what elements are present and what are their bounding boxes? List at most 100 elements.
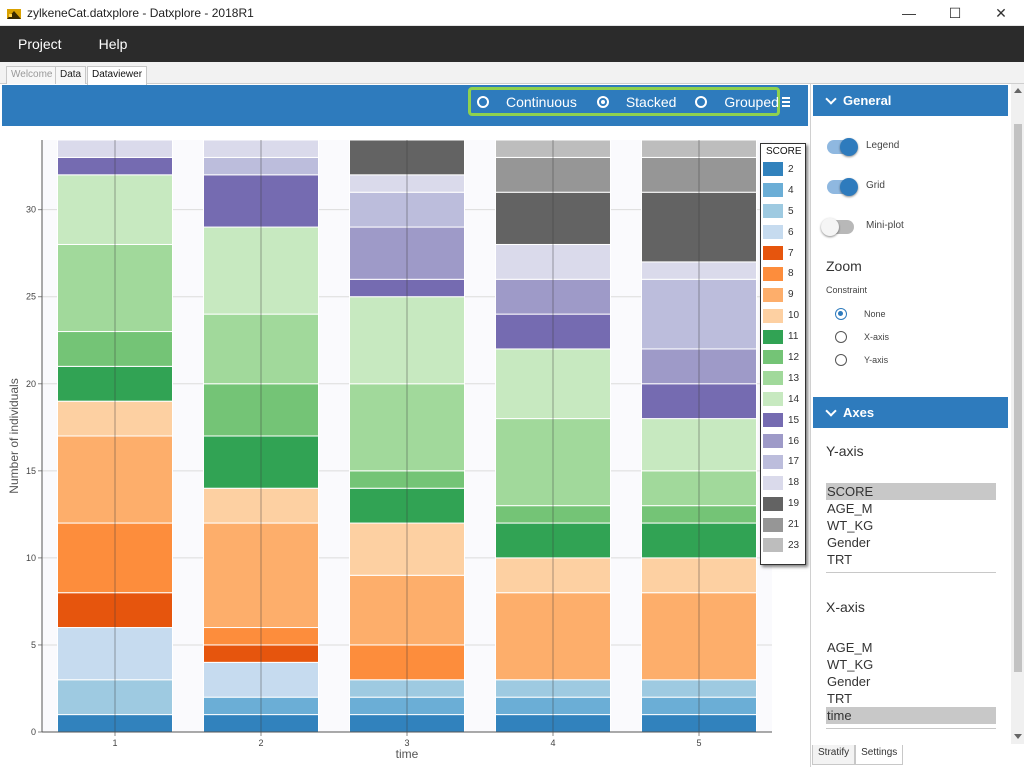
x-axis-option[interactable]: AGE_M <box>827 640 873 655</box>
section-general-header[interactable]: General <box>813 85 1008 116</box>
x-axis-option[interactable]: Gender <box>827 674 871 689</box>
y-axis-option[interactable]: WT_KG <box>827 518 874 533</box>
radio-icon <box>477 95 489 108</box>
legend-label: 11 <box>788 331 799 343</box>
legend-item[interactable]: 6 <box>763 222 805 243</box>
legend-item[interactable]: 16 <box>763 431 805 452</box>
legend-item[interactable]: 4 <box>763 180 805 201</box>
legend-item[interactable]: 10 <box>763 305 805 326</box>
bar-segment <box>495 156 611 193</box>
y-axis-option[interactable]: SCORE <box>826 483 996 500</box>
chart-area: 0 5 10 15 20 25 30 1 2 3 4 5 time Number of individua… <box>2 126 808 762</box>
plot-mode-selector: Continuous Stacked Grouped <box>468 87 780 116</box>
legend-item[interactable]: 15 <box>763 410 805 431</box>
tab-data[interactable]: Data <box>55 66 87 84</box>
hamburger-menu-icon[interactable] <box>782 97 790 107</box>
y-axis-option[interactable]: TRT <box>827 552 853 567</box>
bar-segment <box>57 139 173 158</box>
x-axis-option[interactable]: WT_KG <box>827 657 874 672</box>
legend-item[interactable]: 11 <box>763 326 805 347</box>
constraint-y-radio[interactable] <box>835 354 847 366</box>
close-button[interactable]: ✕ <box>995 4 1007 21</box>
tab-dataviewer[interactable]: Dataviewer <box>87 66 148 85</box>
constraint-none-radio[interactable] <box>835 308 847 320</box>
constraint-none-label: None <box>864 309 886 319</box>
legend-item[interactable]: 14 <box>763 389 805 410</box>
legend-item[interactable]: 12 <box>763 347 805 368</box>
legend-item[interactable]: 17 <box>763 451 805 472</box>
legend-swatch <box>763 538 783 553</box>
menu-project[interactable]: Project <box>18 36 62 52</box>
y-axis-option[interactable]: Gender <box>827 535 871 550</box>
legend-item[interactable]: 19 <box>763 493 805 514</box>
radio-selected-icon <box>596 95 609 108</box>
legend-swatch <box>763 350 783 365</box>
bar-segment <box>203 661 319 698</box>
maximize-button[interactable]: ☐ <box>948 4 962 21</box>
window-controls: — ☐ ✕ <box>886 0 1024 26</box>
bar-segment <box>349 574 465 646</box>
y-tick-label: 10 <box>26 553 36 563</box>
tab-settings[interactable]: Settings <box>855 745 904 765</box>
legend-item[interactable]: 23 <box>763 535 805 556</box>
bar-segment <box>349 644 465 681</box>
tab-stratify[interactable]: Stratify <box>812 745 856 765</box>
bar-segment <box>203 313 319 385</box>
legend-swatch <box>763 517 783 532</box>
legend-swatch <box>763 496 783 511</box>
scroll-up-icon[interactable] <box>1014 88 1022 93</box>
chart-legend: SCORE 2 4 5 6 7 8 9 10 11 12 13 14 15 16 17 18 19 21 23 <box>760 143 806 565</box>
bar-segment <box>349 226 465 280</box>
grid-toggle[interactable] <box>827 178 858 196</box>
legend-label: 5 <box>788 205 794 217</box>
tab-welcome[interactable]: Welcome <box>6 66 58 84</box>
x-axis-option[interactable]: time <box>826 707 996 724</box>
bar-segment <box>203 435 319 489</box>
legend-label: 21 <box>788 519 800 531</box>
mode-grouped[interactable]: Grouped <box>695 90 779 113</box>
bar-segment <box>203 139 319 158</box>
scroll-down-icon[interactable] <box>1014 734 1022 739</box>
legend-item[interactable]: 8 <box>763 263 805 284</box>
legend-label: 15 <box>788 414 800 426</box>
legend-swatch <box>763 162 783 177</box>
section-axes-header[interactable]: Axes <box>813 397 1008 428</box>
legend-swatch <box>763 454 783 469</box>
legend-swatch <box>763 287 783 302</box>
legend-item[interactable]: 7 <box>763 243 805 264</box>
bar-segment <box>495 243 611 280</box>
menu-help[interactable]: Help <box>98 36 128 52</box>
scroll-thumb[interactable] <box>1014 124 1022 672</box>
constraint-x-radio[interactable] <box>835 331 847 343</box>
legend-label: 7 <box>788 247 794 259</box>
bar-segment <box>641 191 757 263</box>
constraint-label: Constraint <box>826 285 868 295</box>
x-axis-option[interactable]: TRT <box>827 691 853 706</box>
legend-item[interactable]: 5 <box>763 201 805 222</box>
legend-item[interactable]: 2 <box>763 159 805 180</box>
bar-segment <box>641 383 757 420</box>
bar-segment <box>57 365 173 402</box>
chevron-down-icon <box>825 404 837 417</box>
legend-item[interactable]: 9 <box>763 284 805 305</box>
bar-segment <box>495 557 611 594</box>
x-tick-label: 4 <box>550 738 555 748</box>
legend-label: 17 <box>788 456 800 468</box>
mode-continuous[interactable]: Continuous <box>477 90 577 113</box>
bar-segment <box>495 139 611 158</box>
radio-icon <box>695 95 708 108</box>
legend-item[interactable]: 21 <box>763 514 805 535</box>
panel-tabs: Stratify Settings <box>812 745 904 765</box>
legend-item[interactable]: 18 <box>763 472 805 493</box>
minimize-button[interactable]: — <box>902 5 916 21</box>
legend-swatch <box>763 392 783 407</box>
y-axis-option[interactable]: AGE_M <box>827 501 873 516</box>
legend-title: SCORE <box>766 146 802 157</box>
mini-plot-toggle[interactable] <box>821 218 854 236</box>
legend-item[interactable]: 13 <box>763 368 805 389</box>
legend-toggle[interactable] <box>827 138 858 156</box>
panel-scrollbar[interactable] <box>1011 84 1024 744</box>
y-tick-label: 5 <box>31 640 36 650</box>
legend-label: 13 <box>788 372 800 384</box>
mode-stacked[interactable]: Stacked <box>596 90 676 113</box>
